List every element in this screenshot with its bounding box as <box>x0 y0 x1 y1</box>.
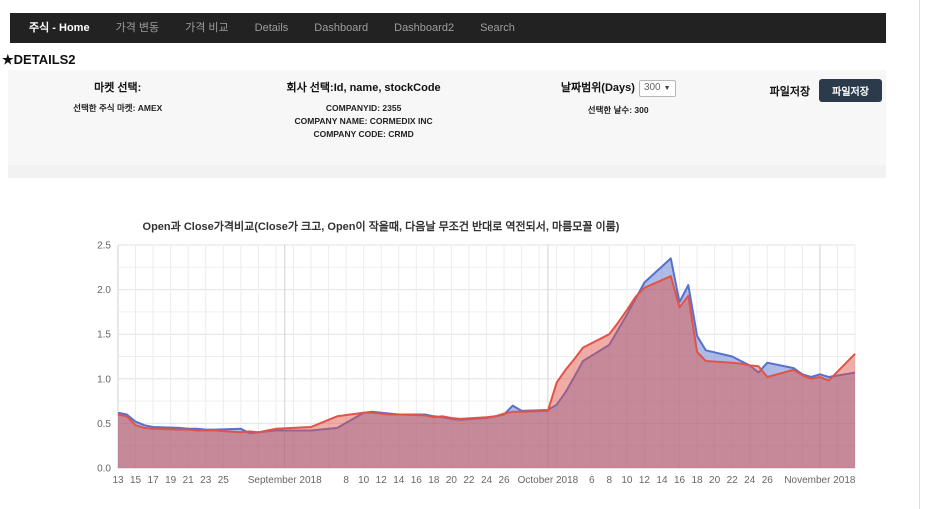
x-tick-label: October 2018 <box>518 475 579 486</box>
x-tick-label: 8 <box>607 475 613 486</box>
y-tick-label: 2.5 <box>97 241 111 252</box>
x-tick-label: 10 <box>358 475 370 486</box>
company-id-value: COMPANYID: 2355 <box>325 103 402 113</box>
chart-title: Open과 Close가격비교(Close가 크고, Open이 작을때, 다음… <box>142 221 620 233</box>
page-title: ★DETAILS2 <box>2 52 76 67</box>
file-save-section: 파일저장 파일저장 <box>737 79 886 141</box>
market-select-label: 마켓 선택: <box>94 82 142 94</box>
y-tick-label: 0.0 <box>97 464 111 475</box>
control-panel: 마켓 선택: 선택한 주식 마켓: AMEX 회사 선택:Id, name, s… <box>8 70 886 178</box>
x-tick-label: 25 <box>218 475 230 486</box>
x-tick-label: 14 <box>656 475 668 486</box>
y-tick-label: 2.0 <box>97 285 111 296</box>
x-tick-label: 24 <box>481 475 493 486</box>
y-tick-label: 0.5 <box>97 419 111 430</box>
x-tick-label: 15 <box>130 475 142 486</box>
x-tick-label: 19 <box>165 475 177 486</box>
x-tick-label: November 2018 <box>784 475 856 486</box>
x-tick-label: 6 <box>589 475 595 486</box>
x-tick-label: 18 <box>428 475 440 486</box>
x-tick-label: 26 <box>762 475 774 486</box>
x-tick-label: 12 <box>376 475 388 486</box>
chevron-down-icon: ▼ <box>663 84 671 92</box>
date-range-select-value: 300 <box>643 81 661 93</box>
nav-item-3[interactable]: Details <box>254 22 289 34</box>
market-selected-value: 선택한 주식 마켓: AMEX <box>73 103 163 113</box>
nav-item-2[interactable]: 가격 비교 <box>185 22 229 34</box>
area-open <box>118 258 855 468</box>
nav-item-5[interactable]: Dashboard2 <box>394 22 455 34</box>
x-tick-label: 20 <box>709 475 721 486</box>
x-tick-label: 10 <box>621 475 633 486</box>
date-range-selected-value: 선택한 날수: 300 <box>587 104 649 115</box>
file-save-button[interactable]: 파일저장 <box>819 79 882 102</box>
x-tick-label: 16 <box>674 475 686 486</box>
y-tick-label: 1.5 <box>97 330 111 341</box>
x-tick-label: September 2018 <box>248 475 322 486</box>
x-tick-label: 13 <box>112 475 124 486</box>
line-close <box>117 275 856 434</box>
date-range-select[interactable]: 300 ▼ <box>638 79 676 97</box>
company-code-value: COMPANY CODE: CRMD <box>313 129 414 139</box>
x-tick-label: 21 <box>183 475 195 486</box>
x-tick-label: 20 <box>446 475 458 486</box>
page-right-border <box>919 0 920 509</box>
x-tick-label: 14 <box>393 475 405 486</box>
x-tick-label: 26 <box>498 475 510 486</box>
date-range-label: 날짜범위(Days) <box>560 82 635 94</box>
x-tick-label: 16 <box>411 475 423 486</box>
file-save-label: 파일저장 <box>769 85 811 98</box>
area-close <box>118 276 855 468</box>
nav-item-1[interactable]: 가격 변동 <box>115 22 160 34</box>
company-select-label: 회사 선택:Id, name, stockCode <box>286 82 441 94</box>
x-tick-label: 23 <box>200 475 212 486</box>
x-tick-label: 22 <box>727 475 739 486</box>
navbar: 주식 - Home 가격 변동 가격 비교 Details Dashboard Dashb… <box>10 13 886 43</box>
x-tick-label: 24 <box>744 475 756 486</box>
x-tick-label: 17 <box>148 475 160 486</box>
nav-item-4[interactable]: Dashboard <box>314 22 369 34</box>
nav-item-0[interactable]: 주식 - Home <box>29 22 90 34</box>
nav-item-6[interactable]: Search <box>480 22 515 34</box>
company-name-value: COMPANY NAME: CORMEDIX INC <box>294 116 433 126</box>
company-section: 회사 선택:Id, name, stockCode COMPANYID: 235… <box>228 79 500 141</box>
market-section: 마켓 선택: 선택한 주식 마켓: AMEX <box>8 79 228 141</box>
open-close-area-chart: 0.0 0.5 1.0 1.5 2.0 2.5 13 15 17 19 21 23 25 Septembe… <box>97 241 856 487</box>
y-tick-label: 1.0 <box>97 374 111 385</box>
x-tick-label: 22 <box>463 475 475 486</box>
date-range-section: 날짜범위(Days) 300 ▼ 선택한 날수: 300 <box>500 79 737 141</box>
x-tick-label: 12 <box>639 475 651 486</box>
x-tick-label: 8 <box>343 475 349 486</box>
x-tick-label: 18 <box>692 475 704 486</box>
